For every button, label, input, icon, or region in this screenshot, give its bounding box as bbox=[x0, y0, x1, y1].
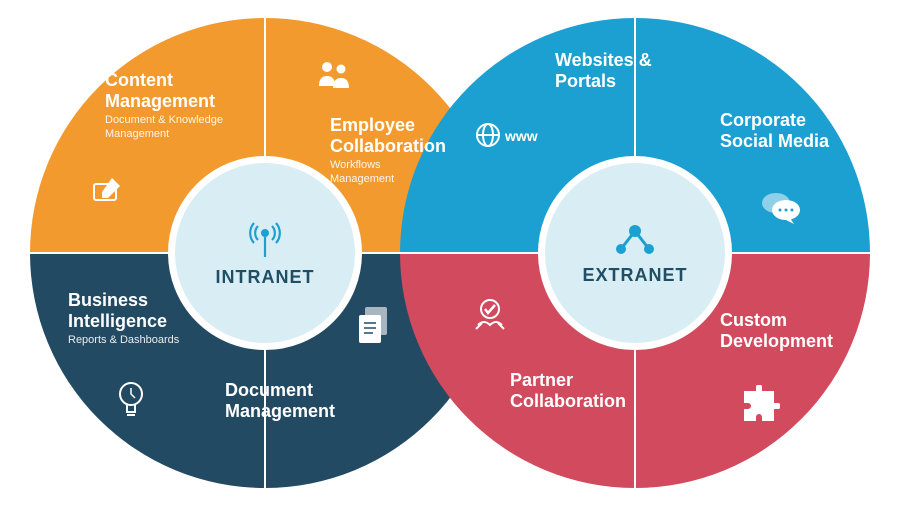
document-management-title: Document Management bbox=[225, 380, 375, 421]
documents-icon bbox=[355, 305, 393, 345]
lightbulb-icon bbox=[115, 380, 147, 420]
globe-www-icon: www bbox=[475, 120, 545, 150]
chat-icon bbox=[760, 190, 802, 226]
puzzle-icon bbox=[740, 385, 780, 425]
employee-collaboration-title: Employee Collaboration bbox=[330, 115, 470, 156]
corporate-social-title: Corporate Social Media bbox=[720, 110, 860, 151]
network-icon bbox=[613, 221, 657, 257]
intranet-hub-label: INTRANET bbox=[216, 267, 315, 288]
partner-collaboration-block: Partner Collaboration bbox=[510, 370, 660, 411]
custom-development-title: Custom Development bbox=[720, 310, 870, 351]
content-management-block: Content Management Document & Knowledge … bbox=[105, 70, 265, 141]
extranet-hub: EXTRANET bbox=[538, 156, 732, 350]
corporate-social-block: Corporate Social Media bbox=[720, 110, 860, 151]
websites-portals-title: Websites & Portals bbox=[555, 50, 695, 91]
handshake-check-icon bbox=[470, 295, 510, 335]
content-management-title: Content Management bbox=[105, 70, 265, 111]
document-management-block: Document Management bbox=[225, 380, 375, 421]
broadcast-icon bbox=[245, 219, 285, 259]
compose-icon bbox=[90, 170, 126, 206]
extranet-hub-label: EXTRANET bbox=[582, 265, 687, 286]
business-intelligence-sub: Reports & Dashboards bbox=[68, 334, 218, 347]
custom-development-block: Custom Development bbox=[720, 310, 870, 351]
websites-portals-block: Websites & Portals bbox=[555, 50, 695, 91]
svg-text:www: www bbox=[504, 128, 538, 144]
business-intelligence-block: Business Intelligence Reports & Dashboar… bbox=[68, 290, 218, 348]
business-intelligence-title: Business Intelligence bbox=[68, 290, 218, 331]
people-icon bbox=[315, 58, 353, 92]
partner-collaboration-title: Partner Collaboration bbox=[510, 370, 660, 411]
employee-collaboration-sub: Workflows Management bbox=[330, 159, 470, 185]
content-management-sub: Document & Knowledge Management bbox=[105, 114, 265, 140]
employee-collaboration-block: Employee Collaboration Workflows Managem… bbox=[330, 115, 470, 186]
